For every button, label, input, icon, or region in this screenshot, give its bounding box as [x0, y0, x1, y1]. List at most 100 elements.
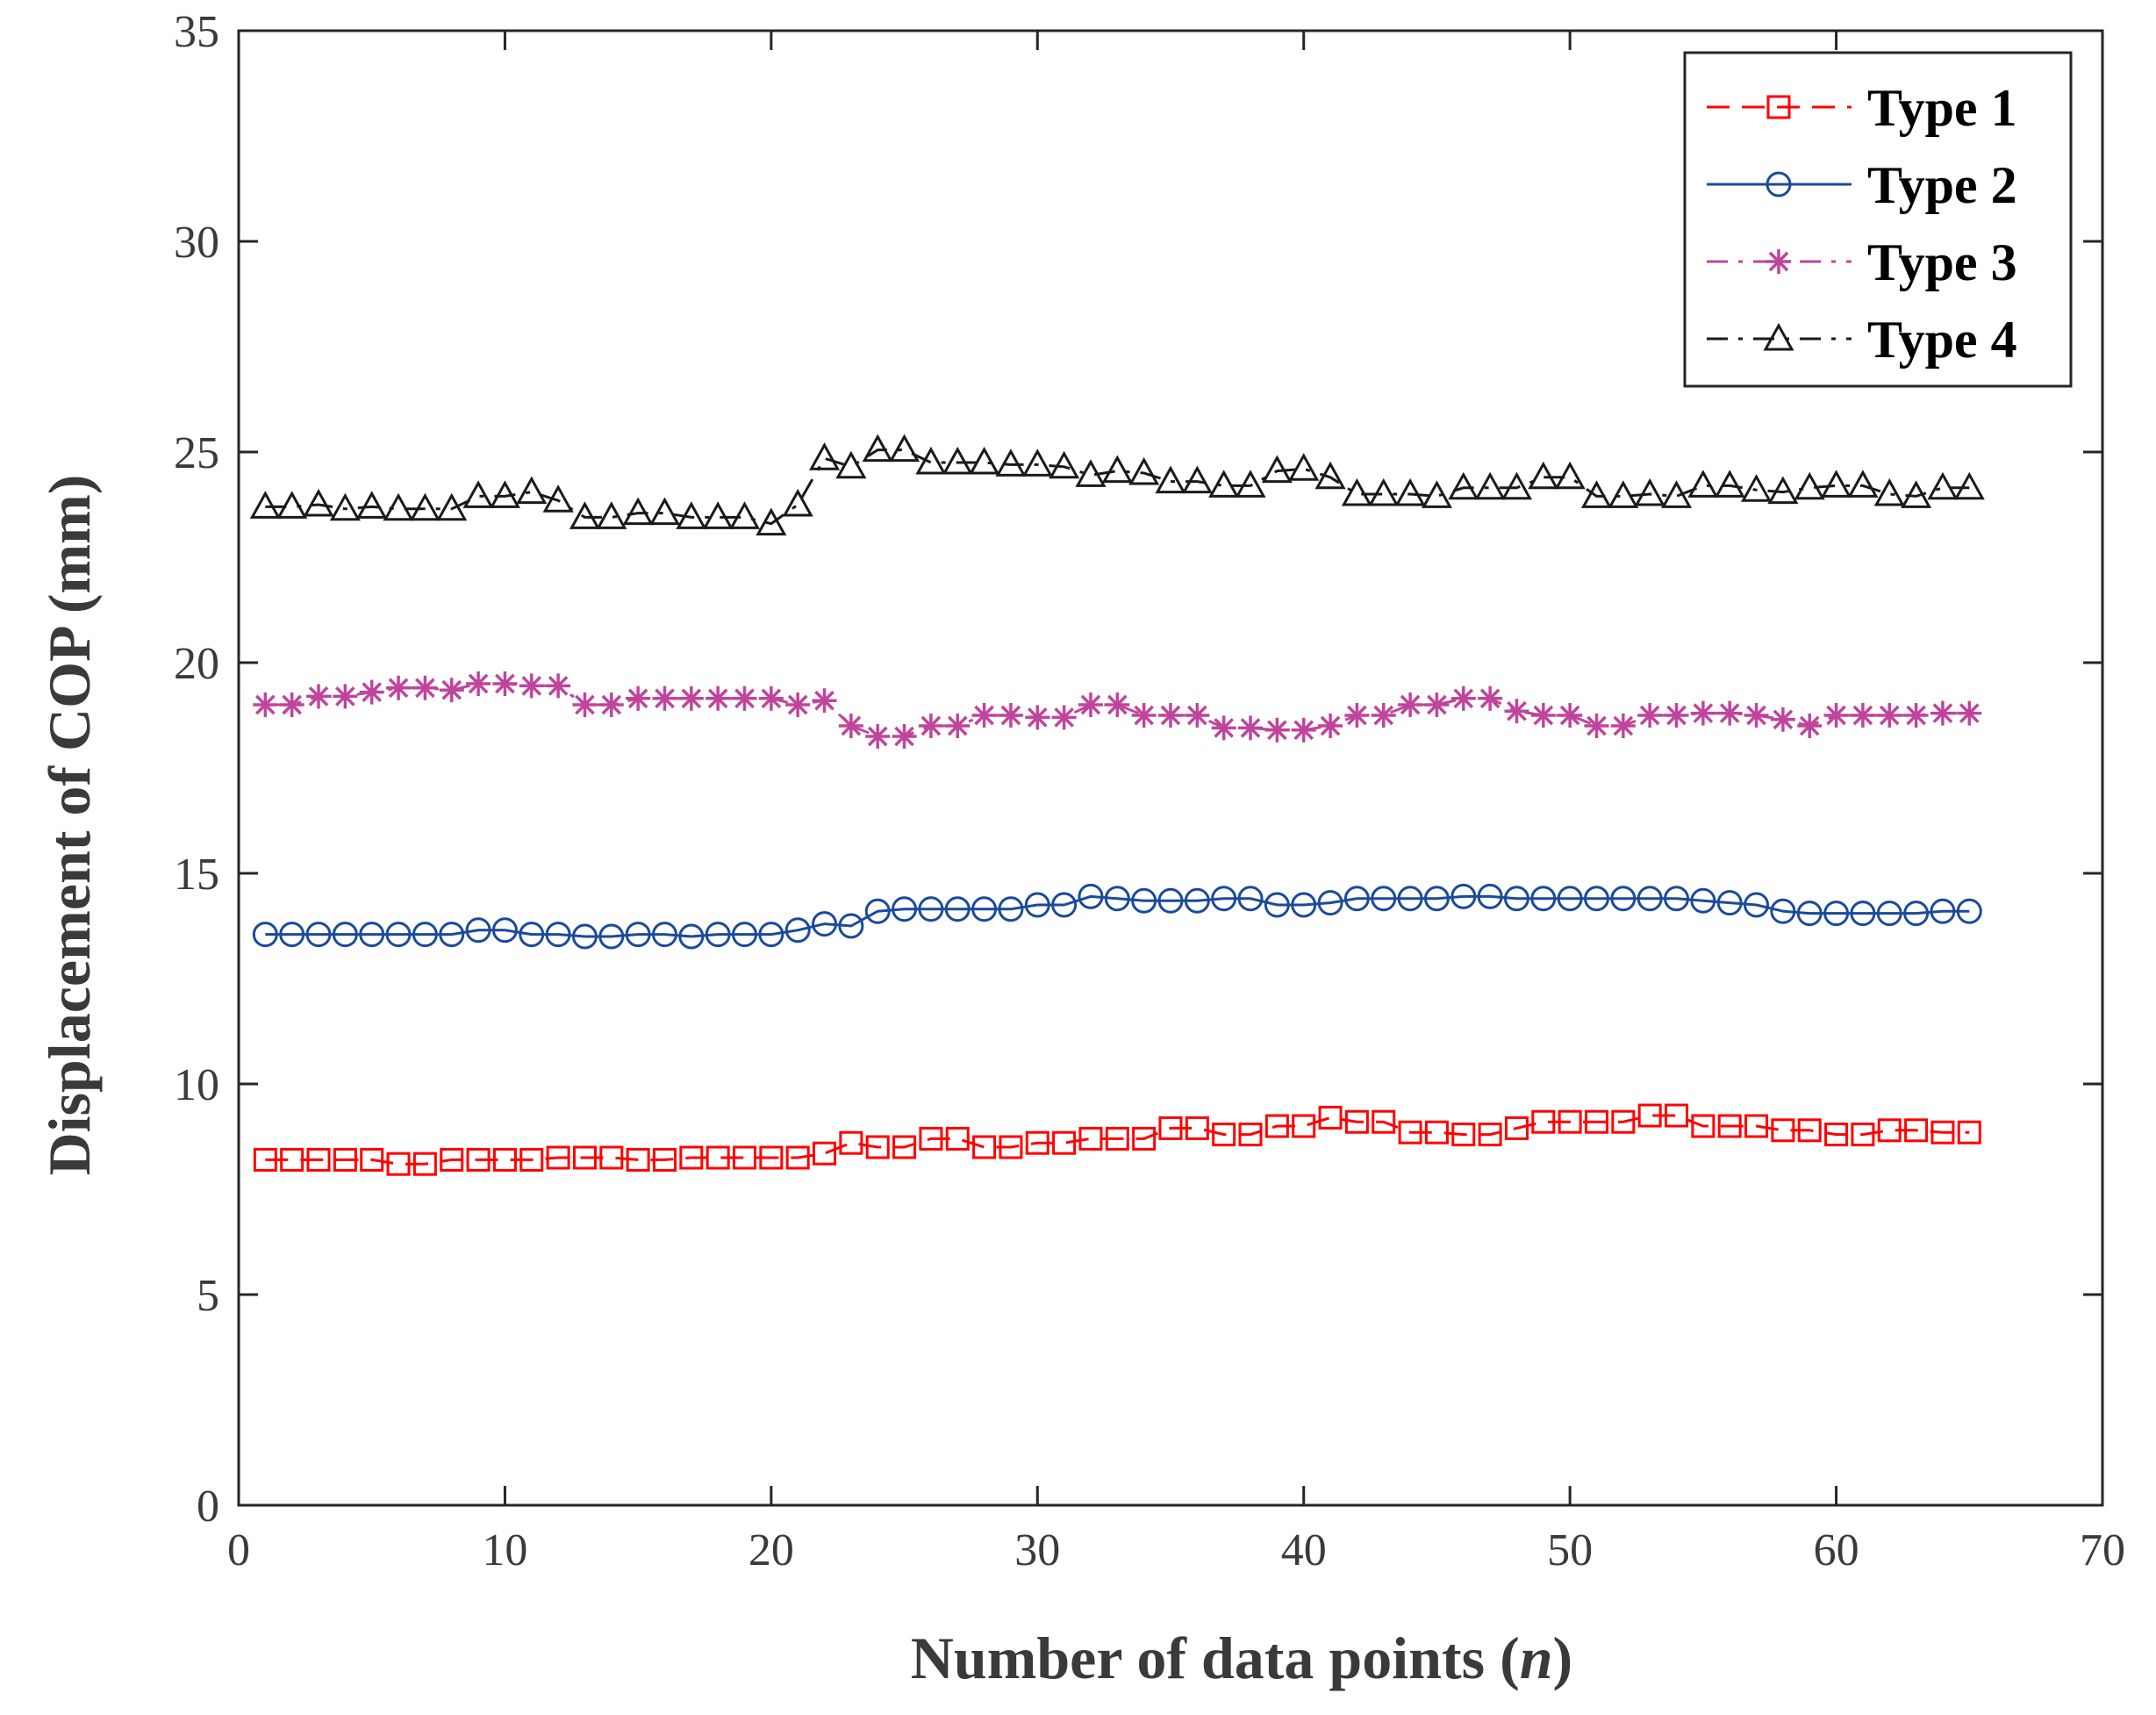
data-point [492, 671, 518, 696]
data-point [1665, 1103, 1689, 1128]
data-point [1021, 448, 1053, 477]
data-point [409, 492, 441, 521]
data-point [1716, 890, 1743, 916]
y-tick-label: 5 [197, 1271, 219, 1321]
data-point [676, 501, 707, 529]
data-point [1155, 465, 1186, 494]
x-tick-label: 40 [1281, 1525, 1327, 1575]
data-point [1368, 477, 1400, 506]
data-point [572, 692, 598, 717]
data-point [995, 448, 1027, 477]
data-point [1823, 703, 1849, 728]
data-point [519, 922, 545, 948]
x-tick-label: 10 [482, 1525, 527, 1575]
data-point [598, 692, 624, 717]
x-tick-label: 30 [1014, 1525, 1060, 1575]
data-point [1158, 703, 1183, 728]
data-point [1424, 1120, 1449, 1145]
data-point [1930, 898, 1956, 924]
data-point [758, 685, 784, 711]
data-point [1873, 477, 1905, 506]
data-point [356, 491, 388, 519]
data-point [253, 692, 278, 717]
data-point [542, 484, 574, 513]
data-point [492, 1147, 517, 1172]
data-point [865, 1135, 890, 1159]
data-point [1211, 886, 1237, 912]
data-point [999, 1135, 1023, 1159]
data-point [1877, 703, 1902, 728]
data-point [1584, 714, 1609, 738]
data-point [385, 922, 412, 948]
data-point [652, 685, 677, 711]
x-axis-ticks: 0 10 20 30 40 50 60 70 [227, 31, 2125, 1575]
data-point [1051, 892, 1078, 918]
data-point [1903, 901, 1930, 927]
series-line [265, 1114, 1970, 1166]
data-point [1049, 450, 1080, 479]
data-point [1554, 461, 1586, 490]
legend-label: Type 2 [1867, 156, 2017, 214]
data-point [1317, 890, 1343, 916]
data-point [838, 913, 864, 939]
data-point [865, 724, 891, 749]
data-point [1104, 886, 1130, 912]
data-point [1398, 1120, 1422, 1145]
data-point [359, 922, 385, 948]
data-point [998, 896, 1024, 922]
data-point [732, 922, 758, 948]
legend-marker [1766, 249, 1791, 274]
data-point [1744, 703, 1769, 728]
y-tick-label: 15 [174, 850, 219, 900]
data-point [1451, 1123, 1476, 1147]
data-point [1927, 471, 1959, 500]
data-point [1637, 703, 1663, 728]
y-tick-label: 30 [174, 218, 219, 268]
plot-area [237, 29, 2104, 1507]
legend-entry-2: Type 2 [1707, 156, 2017, 214]
y-axis-ticks: 0 5 10 15 20 25 30 35 [174, 7, 2102, 1532]
data-point [439, 922, 465, 948]
data-point [1237, 886, 1264, 912]
data-point [412, 922, 438, 948]
data-point [386, 675, 412, 700]
data-point [569, 501, 601, 529]
data-point [1212, 1123, 1236, 1147]
data-point [784, 917, 811, 944]
data-point [546, 1145, 570, 1170]
data-point [1051, 705, 1077, 730]
data-point [1025, 705, 1050, 730]
y-tick-label: 20 [174, 639, 219, 689]
x-tick-label: 60 [1814, 1525, 1859, 1575]
data-point [1478, 685, 1503, 711]
data-point [1371, 886, 1397, 912]
data-point [1131, 703, 1157, 728]
data-point [1660, 480, 1693, 508]
data-point [862, 434, 893, 463]
data-point [1075, 459, 1107, 487]
data-point [572, 1145, 597, 1170]
data-point [1157, 887, 1184, 914]
data-point [1078, 692, 1103, 717]
data-point [1105, 692, 1130, 717]
data-point [303, 488, 334, 517]
data-point [812, 911, 838, 937]
series-2 [252, 883, 1982, 950]
data-point [439, 678, 464, 703]
x-tick-label: 70 [2080, 1525, 2125, 1575]
data-point [1371, 703, 1396, 728]
data-point [785, 692, 811, 717]
data-point [1372, 1109, 1396, 1134]
data-point [1261, 455, 1293, 484]
data-point [1450, 883, 1477, 909]
legend: Type 1 Type 2 Type 3 Type 4 [1683, 51, 2073, 388]
data-point [1691, 1114, 1715, 1138]
series-line [265, 448, 1970, 526]
data-point [1344, 703, 1370, 728]
axes-box [237, 29, 2104, 1507]
data-point [1558, 703, 1583, 728]
data-point [252, 922, 278, 948]
data-point [1184, 887, 1210, 914]
data-point [1717, 700, 1743, 726]
data-point [679, 1145, 704, 1170]
